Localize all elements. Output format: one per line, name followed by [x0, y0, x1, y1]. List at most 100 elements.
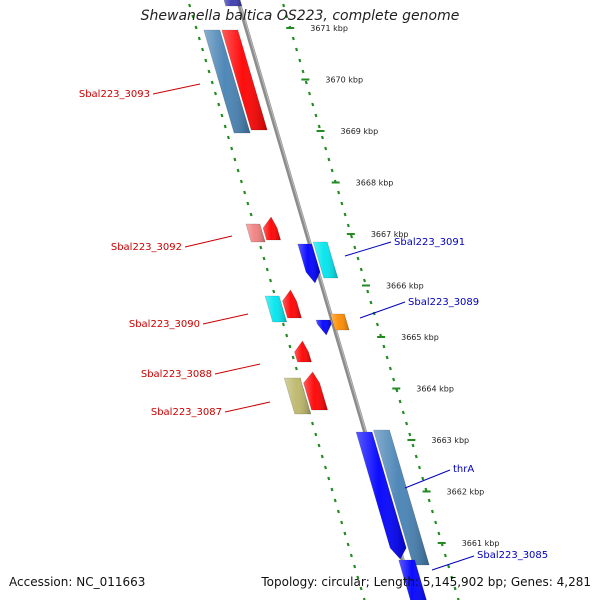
dotted-track-inner-right-dot — [353, 245, 357, 250]
dotted-track-inner-right-dot — [320, 135, 324, 140]
dotted-track-inner-right-dot — [340, 201, 344, 206]
feature-shading-Sbal223_3085 — [398, 560, 427, 600]
dotted-track-outer-left-dot — [236, 168, 240, 173]
dotted-track-inner-right-dot — [363, 278, 366, 283]
dotted-track-inner-right-dot — [291, 36, 295, 41]
dotted-track-outer-left-dot — [220, 113, 224, 118]
dotted-track-outer-left-dot — [311, 421, 315, 426]
dotted-track-outer-left-dot — [317, 443, 321, 448]
dotted-track-outer-left-dot — [324, 465, 327, 470]
feature-shading-Sbal223_3087 — [303, 372, 328, 410]
dotted-track-outer-left-dot — [188, 3, 192, 8]
feature-shading-steelblue-bottom — [373, 430, 430, 565]
dotted-track-inner-right-dot — [437, 531, 441, 536]
dotted-track-inner-right-dot — [427, 498, 431, 503]
feature-shading-thrA — [356, 432, 407, 559]
dotted-track-inner-right-dot — [375, 322, 379, 327]
dotted-track-outer-left-dot — [214, 91, 217, 96]
gene-label-Sbal223_3089[interactable]: Sbal223_3089 — [408, 297, 479, 308]
leader-line — [344, 241, 392, 257]
dotted-track-outer-left-dot — [201, 47, 205, 52]
dotted-track-outer-left-dot — [356, 575, 360, 580]
feature-shading-partial-top-bar — [224, 0, 242, 6]
gene-label-Sbal223_3093[interactable]: Sbal223_3093 — [79, 89, 150, 100]
feature-shading-pink-gene — [245, 224, 266, 242]
gene-label-Sbal223_3091[interactable]: Sbal223_3091 — [394, 237, 465, 248]
dotted-track-inner-right-dot — [308, 91, 311, 96]
dotted-track-outer-left-dot — [320, 454, 324, 459]
dotted-track-outer-left-dot — [314, 432, 318, 437]
dotted-track-inner-right-dot — [411, 443, 415, 448]
dotted-track-inner-right-dot — [356, 256, 360, 261]
dotted-track-inner-right-dot — [295, 47, 299, 52]
leader-line — [152, 83, 201, 95]
dotted-track-outer-left-dot — [210, 80, 214, 85]
tick-label: 3667 kbp — [371, 230, 409, 239]
dotted-track-inner-right-dot — [343, 212, 347, 217]
leader-line — [431, 555, 475, 571]
tick-label: 3668 kbp — [356, 179, 394, 188]
gene-label-Sbal223_3085[interactable]: Sbal223_3085 — [477, 550, 548, 561]
gene-label-Sbal223_3087[interactable]: Sbal223_3087 — [151, 407, 222, 418]
feature-shading-Sbal223_3088 — [294, 341, 312, 362]
dotted-track-outer-left-dot — [223, 124, 227, 129]
tick-label: 3671 kbp — [310, 24, 348, 33]
dotted-track-inner-right-dot — [450, 575, 454, 580]
dotted-track-outer-left-dot — [259, 245, 263, 250]
dotted-track-outer-left-dot — [269, 278, 272, 283]
dotted-track-outer-left-dot — [191, 14, 195, 19]
leader-line — [214, 363, 261, 375]
dotted-track-outer-left-dot — [249, 212, 253, 217]
feature-shading-steelblue-top — [203, 30, 251, 133]
feature-shading-orange-gene — [330, 314, 350, 330]
dotted-track-inner-right-dot — [447, 564, 451, 569]
leader-line — [184, 235, 233, 248]
gene-label-thrA[interactable]: thrA — [453, 464, 474, 475]
dotted-track-outer-left-dot — [359, 586, 363, 591]
dotted-track-outer-left-dot — [349, 553, 353, 558]
dotted-track-inner-right-dot — [282, 3, 286, 8]
feature-shading-khaki-gene — [284, 378, 311, 414]
leader-line — [404, 469, 451, 489]
dotted-track-inner-right-dot — [327, 157, 331, 162]
dotted-track-inner-right-dot — [359, 267, 363, 272]
dotted-track-outer-left-dot — [230, 146, 234, 151]
dotted-track-inner-right-dot — [350, 234, 354, 239]
dotted-track-inner-right-dot — [418, 465, 421, 470]
dotted-track-inner-right-dot — [405, 421, 409, 426]
dotted-track-inner-right-dot — [337, 190, 341, 195]
feature-shading-cyan-gene-left — [265, 296, 287, 322]
dotted-track-outer-left-dot — [262, 256, 266, 261]
dotted-track-inner-right-dot — [408, 432, 412, 437]
dotted-track-outer-left-dot — [288, 344, 292, 349]
gene-label-Sbal223_3090[interactable]: Sbal223_3090 — [129, 319, 200, 330]
dotted-track-outer-left-dot — [204, 58, 208, 63]
dotted-track-outer-left-dot — [294, 366, 298, 371]
dotted-track-outer-left-dot — [333, 498, 337, 503]
gene-label-Sbal223_3088[interactable]: Sbal223_3088 — [141, 369, 212, 380]
dotted-track-inner-right-dot — [421, 476, 425, 481]
dotted-track-outer-left-dot — [217, 102, 221, 107]
tick-label: 3664 kbp — [416, 385, 454, 394]
leader-line — [224, 401, 271, 413]
dotted-track-inner-right-dot — [324, 146, 328, 151]
dotted-track-inner-right-dot — [314, 113, 318, 118]
genome-summary: Topology: circular; Length: 5,145,902 bp… — [261, 575, 591, 589]
dotted-track-inner-right-dot — [372, 311, 376, 316]
feature-shading-Sbal223_3093 — [221, 30, 268, 130]
dotted-track-outer-left-dot — [327, 476, 331, 481]
tick-label: 3662 kbp — [447, 488, 485, 497]
feature-shading-cyan-gene-right — [313, 242, 338, 278]
feature-shading-Sbal223_3091 — [297, 244, 320, 283]
dotted-track-outer-left-dot — [330, 487, 334, 492]
dotted-track-outer-left-dot — [272, 289, 276, 294]
dotted-track-inner-right-dot — [317, 124, 321, 129]
dotted-track-outer-left-dot — [226, 135, 230, 140]
dotted-track-outer-left-dot — [340, 520, 344, 525]
gene-label-Sbal223_3092[interactable]: Sbal223_3092 — [111, 242, 182, 253]
dotted-track-inner-right-dot — [434, 520, 438, 525]
dotted-track-inner-right-dot — [388, 366, 392, 371]
dotted-track-outer-left-dot — [281, 322, 285, 327]
leader-line — [202, 313, 249, 325]
